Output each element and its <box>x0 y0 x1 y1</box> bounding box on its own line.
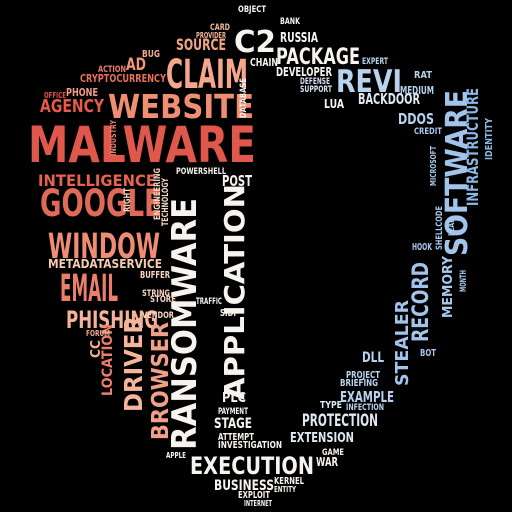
word-exploit: EXPLOIT <box>238 490 270 501</box>
word-bank: BANK <box>280 17 301 27</box>
word-infection: INFECTION <box>346 403 384 413</box>
word-traffic: TRAFFIC <box>196 297 222 307</box>
word-chain: CHAIN <box>250 56 278 69</box>
word-c2: C2 <box>234 25 276 60</box>
word-game: GAME <box>322 448 344 458</box>
word-example: EXAMPLE <box>340 388 394 406</box>
word-bug: BUG <box>142 49 160 60</box>
word-developer: DEVELOPER <box>276 65 332 79</box>
word-email: EMAIL <box>60 267 118 310</box>
word-browser: BROWSER <box>148 322 174 440</box>
word-shellcode: SHELLCODE <box>435 206 445 250</box>
word-right: RIGHT <box>123 187 133 212</box>
word-extension: EXTENSION <box>290 431 354 446</box>
word-agency: AGENCY <box>40 96 105 117</box>
word-window: WINDOW <box>48 227 160 267</box>
word-support: SUPPORT <box>300 85 333 95</box>
word-provider: PROVIDER <box>196 31 226 40</box>
word-business: BUSINESS <box>214 478 274 494</box>
word-hook: HOOK <box>412 242 433 253</box>
word-phishing: PHISHING <box>66 306 158 334</box>
word-plc: PLC <box>222 391 246 406</box>
word-package: PACKAGE <box>276 45 360 70</box>
word-backdoor: BACKDOOR <box>358 90 420 108</box>
word-metadataservice: METADATASERVICE <box>48 257 162 271</box>
word-ransomware: RANSOMWARE <box>165 198 205 450</box>
word-russia: RUSSIA <box>280 31 318 46</box>
word-entity: ENTITY <box>274 485 296 494</box>
word-type: TYPE <box>320 400 342 411</box>
word-cc: CC <box>89 340 104 358</box>
word-apple: APPLE <box>166 451 186 460</box>
word-software: SOFTWARE <box>440 90 475 256</box>
word-sidi: SIDI <box>220 308 236 319</box>
word-string: STRING <box>142 289 170 299</box>
word-project: PROJECT <box>346 370 380 381</box>
word-infrastructure: INFRASTRUCTURE <box>463 88 482 206</box>
word-industry: INDUSTRY <box>109 120 118 156</box>
word-defense: DEFENSE <box>300 77 330 87</box>
word-internet: INTERNET <box>244 499 272 508</box>
word-store: STORE <box>150 295 176 305</box>
word-protection: PROTECTION <box>302 411 378 431</box>
word-stealer: STEALER <box>392 300 413 386</box>
word-stage: STAGE <box>214 416 252 432</box>
word-dll: DLL <box>362 350 384 366</box>
word-source: SOURCE <box>176 35 226 54</box>
word-application: APPLICATION <box>218 184 251 400</box>
word-phone: PHONE <box>66 86 98 99</box>
word-credit: CREDIT <box>414 127 443 137</box>
word-website: WEBSITE <box>108 87 254 126</box>
word-driver: DRIVER <box>119 316 148 412</box>
word-medium: MEDIUM <box>400 84 434 97</box>
word-kernel: KERNEL <box>274 476 304 487</box>
word-lua: LUA <box>324 97 345 111</box>
word-microsoft: MICROSOFT <box>429 146 438 186</box>
word-memory: MEMORY <box>441 255 456 318</box>
word-war: WAR <box>316 455 338 469</box>
word-buffer: BUFFER <box>140 270 170 281</box>
word-ad: AD <box>126 55 146 75</box>
word-leak: LEAK <box>447 217 456 236</box>
word-forum: FORUM <box>86 329 110 338</box>
word-rat: RAT <box>414 70 432 81</box>
word-record: RECORD <box>409 262 434 342</box>
word-technology: TECHNOLOGY <box>161 178 171 226</box>
word-payment: PAYMENT <box>218 407 249 417</box>
word-briefing: BRIEFING <box>340 378 378 389</box>
word-post: POST <box>222 172 253 190</box>
word-expert: EXPERT <box>362 57 389 67</box>
word-office: OFFICE <box>44 91 66 100</box>
word-revi: REVI <box>336 64 402 100</box>
word-cryptocurrency: CRYPTOCURRENCY <box>80 72 167 85</box>
word-powershell: POWERSHELL <box>176 167 226 177</box>
word-action: ACTION <box>98 65 126 75</box>
word-google: GOOGLE <box>40 182 162 225</box>
word-intelligence: INTELLIGENCE <box>38 171 156 190</box>
word-object: OBJECT <box>238 5 267 15</box>
word-location: LOCATION <box>100 324 116 396</box>
word-identity: IDENTITY <box>484 117 495 160</box>
word-malware: MALWARE <box>28 116 256 174</box>
word-month: MONTH <box>459 270 469 292</box>
word-attempt: ATTEMPT <box>218 432 254 443</box>
word-vendor: VENDOR <box>142 311 174 321</box>
word-investigation: INVESTIGATION <box>218 440 282 451</box>
word-execution: EXECUTION <box>190 452 314 480</box>
word-card: CARD <box>210 23 230 33</box>
word-database: DATABASE <box>239 78 249 118</box>
word-ddos: DDOS <box>398 110 434 128</box>
word-bot: BOT <box>420 348 436 359</box>
word-claim: CLAIM <box>166 52 248 98</box>
word-engineering: ENGINEERING <box>153 168 163 220</box>
